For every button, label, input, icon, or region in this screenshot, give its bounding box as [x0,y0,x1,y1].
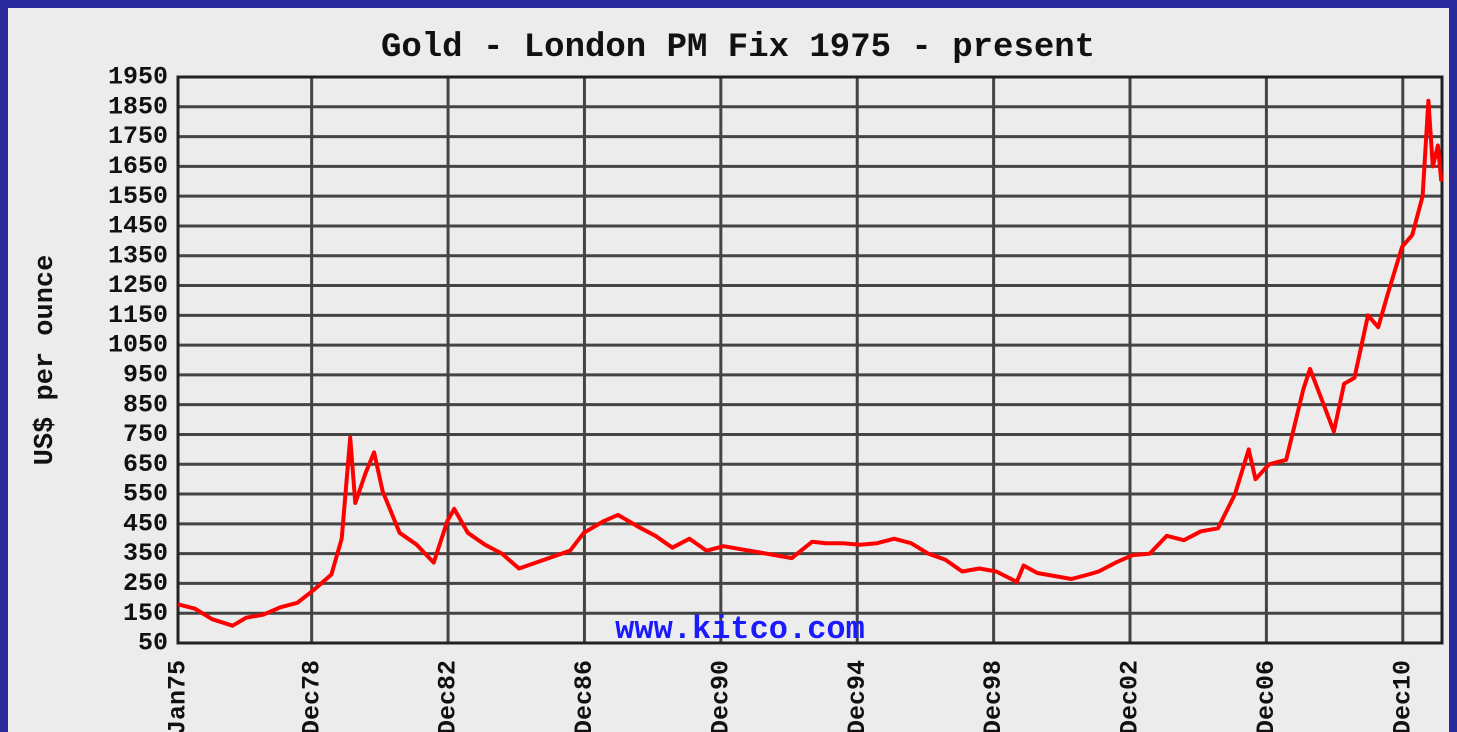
x-tick-label: Dec10 [1388,660,1417,732]
y-tick-label: 750 [123,420,168,449]
y-tick-label: 1450 [108,212,168,241]
plot-border [176,75,1444,645]
y-tick-label: 950 [123,361,168,390]
y-tick-label: 1650 [108,152,168,181]
y-tick-label: 1350 [108,241,168,270]
y-tick-label: 150 [123,599,168,628]
y-tick-label: 1750 [108,122,168,151]
chart-title: Gold - London PM Fix 1975 - present [381,29,1095,67]
watermark: www.kitco.com [615,611,865,648]
data-line [177,98,1444,628]
y-tick-label: 350 [123,539,168,568]
x-tick-label: Jan75 [164,660,193,732]
y-tick-label: 250 [123,569,168,598]
x-tick-label: Dec94 [843,660,872,732]
x-tick-label: Dec98 [979,660,1008,732]
y-axis-label: US$ per ounce [31,255,61,466]
y-tick-label: 850 [123,390,168,419]
y-tick-label: 1150 [108,301,168,330]
x-tick-label: Dec06 [1252,660,1281,732]
x-tick-label: Dec86 [570,660,599,732]
y-tick-label: 450 [123,509,168,538]
y-tick-label: 1050 [108,331,168,360]
y-tick-label: 550 [123,480,168,509]
y-tick-label: 1950 [108,63,168,92]
x-tick-label: Dec02 [1116,660,1145,732]
x-tick-label: Dec90 [706,660,735,732]
y-tick-label: 650 [123,450,168,479]
y-tick-label: 1850 [108,92,168,121]
x-tick-label: Dec82 [434,660,463,732]
y-tick-label: 50 [138,629,168,658]
y-tick-label: 1550 [108,182,168,211]
y-tick-label: 1250 [108,271,168,300]
x-tick-label: Dec78 [297,660,326,732]
plot-area [178,77,1442,643]
